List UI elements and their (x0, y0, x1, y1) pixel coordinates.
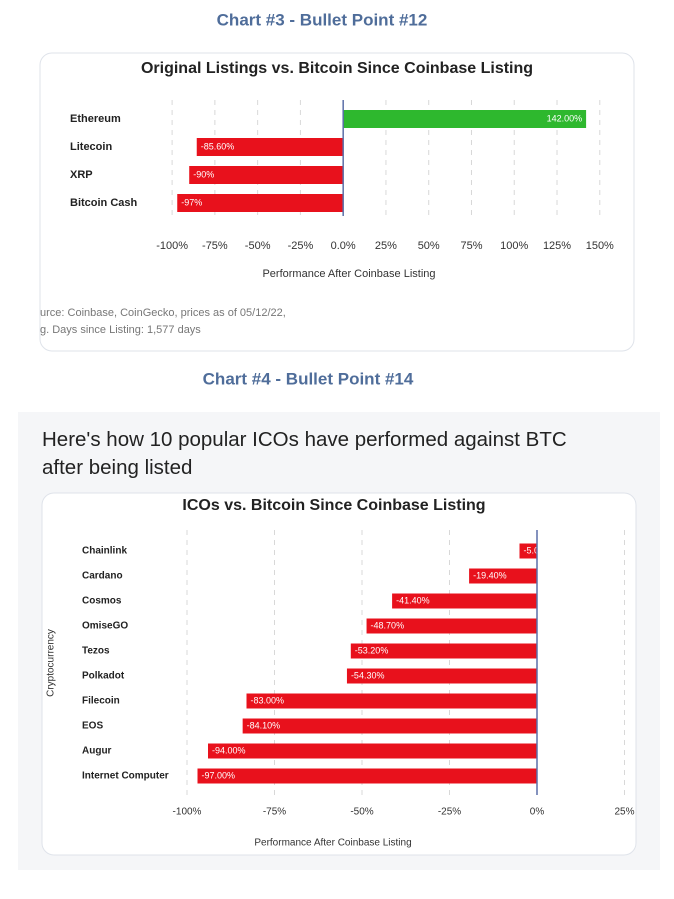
category-label: Bitcoin Cash (70, 197, 138, 209)
category-label: Cardano (82, 571, 123, 582)
category-label: Chainlink (82, 546, 127, 557)
source-note: urce: Coinbase, CoinGecko, prices as of … (40, 307, 286, 319)
x-tick-label: 0% (530, 807, 545, 818)
value-label: -5.0% (524, 545, 548, 555)
bar (350, 643, 537, 659)
category-label: Litecoin (70, 141, 112, 153)
x-tick-label: -25% (288, 240, 314, 252)
value-label: -94.00% (212, 745, 246, 755)
x-axis-label: Performance After Coinbase Listing (254, 838, 411, 849)
tweet-text: Here's how 10 popular ICOs have performe… (42, 428, 567, 479)
x-tick-label: 125% (543, 240, 571, 252)
value-label: -90% (193, 169, 214, 179)
x-tick-label: -50% (245, 240, 271, 252)
value-label: -85.60% (201, 141, 235, 151)
value-label: -19.40% (473, 570, 507, 580)
value-label: 142.00% (547, 113, 583, 123)
category-label: Tezos (82, 646, 110, 657)
x-tick-label: 75% (460, 240, 482, 252)
bar (189, 166, 344, 184)
category-label: XRP (70, 169, 93, 181)
value-label: -54.30% (351, 670, 385, 680)
x-tick-label: 25% (614, 807, 634, 818)
bar (246, 693, 537, 709)
value-label: -41.40% (396, 595, 430, 605)
value-label: -83.00% (251, 695, 285, 705)
y-axis-label: Cryptocurrency (46, 629, 57, 697)
value-label: -84.10% (247, 720, 281, 730)
x-tick-label: -100% (173, 807, 202, 818)
bar (469, 568, 537, 584)
category-label: Ethereum (70, 113, 121, 125)
value-label: -48.70% (371, 620, 405, 630)
x-tick-label: 50% (418, 240, 440, 252)
category-label: Cosmos (82, 596, 122, 607)
x-axis-label: Performance After Coinbase Listing (262, 268, 435, 280)
chart-title: Original Listings vs. Bitcoin Since Coin… (141, 60, 533, 77)
x-tick-label: -75% (263, 807, 286, 818)
value-label: -97.00% (202, 770, 236, 780)
bar (242, 718, 537, 734)
heading: Chart #4 - Bullet Point #14 (203, 369, 414, 388)
category-label: Internet Computer (82, 771, 169, 782)
bar (366, 618, 537, 634)
bar (208, 743, 537, 759)
bar (346, 668, 537, 684)
bar (196, 138, 344, 156)
x-tick-label: -100% (156, 240, 188, 252)
source-note: g. Days since Listing: 1,577 days (40, 324, 201, 336)
x-tick-label: -50% (350, 807, 373, 818)
bar (197, 768, 537, 784)
category-label: Augur (82, 746, 112, 757)
bar (519, 543, 537, 559)
chart-title: ICOs vs. Bitcoin Since Coinbase Listing (182, 497, 485, 514)
bar (343, 110, 587, 128)
category-label: EOS (82, 721, 103, 732)
category-label: Polkadot (82, 671, 125, 682)
value-label: -97% (181, 197, 202, 207)
value-label: -53.20% (355, 645, 389, 655)
category-label: OmiseGO (82, 621, 128, 632)
x-tick-label: 25% (375, 240, 397, 252)
bar (392, 593, 537, 609)
x-tick-label: 100% (500, 240, 528, 252)
x-tick-label: -25% (438, 807, 461, 818)
x-tick-label: 0.0% (331, 240, 356, 252)
x-tick-label: -75% (202, 240, 228, 252)
heading: Chart #3 - Bullet Point #12 (217, 10, 428, 29)
x-tick-label: 150% (586, 240, 614, 252)
bar (177, 194, 344, 212)
category-label: Filecoin (82, 696, 120, 707)
